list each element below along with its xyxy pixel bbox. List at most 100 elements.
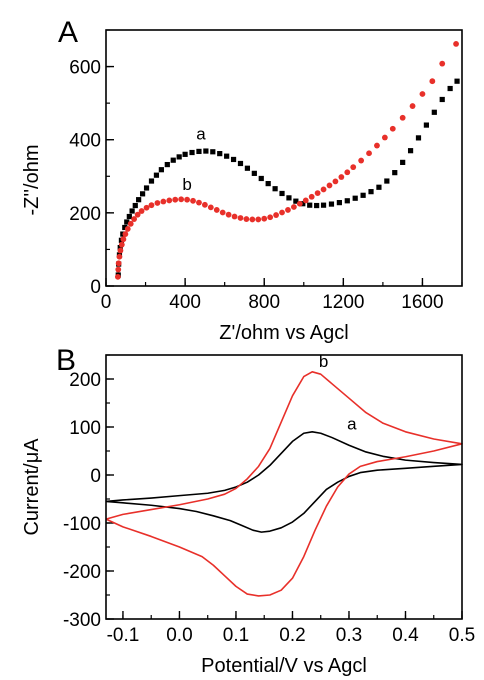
series-a-point [210, 149, 216, 155]
panel-a-ticks: 0 400 800 1200 1600 0 200 400 600 [69, 29, 463, 313]
series-b-point [134, 211, 141, 218]
panel-a-series: ab [114, 40, 460, 280]
series-b-point [419, 91, 426, 97]
series-a-point [196, 148, 202, 155]
series-b-point [255, 216, 262, 223]
series-b-point [207, 204, 214, 211]
y-tick-label: 0 [90, 466, 101, 487]
series-b-point [237, 215, 244, 221]
series-a-point [244, 165, 251, 171]
series-b-point [290, 204, 297, 210]
series-a-point [360, 192, 366, 198]
series-b-point [114, 273, 121, 280]
series-a-point [279, 190, 285, 197]
panel-b-ylabel: Current/μA [21, 438, 43, 536]
x-tick-label: 0.2 [279, 625, 305, 646]
x-tick-label: -0.1 [107, 625, 140, 646]
series-b-line [105, 371, 463, 597]
series-b-point [302, 197, 309, 204]
x-tick-label: 1200 [322, 292, 364, 313]
series-annotation-b: b [319, 352, 328, 371]
series-annotation-b: b [182, 175, 191, 194]
series-b-point [172, 196, 179, 203]
panel-b-xlabel: Potential/V vs Agcl [201, 655, 367, 677]
series-b-point [122, 231, 129, 237]
series-a-point [224, 153, 230, 159]
series-a-point [320, 202, 327, 208]
x-tick-label: 0 [101, 292, 112, 313]
series-b-point [131, 216, 137, 222]
series-a-point [148, 178, 155, 184]
series-a-point [368, 189, 374, 195]
y-tick-label: 400 [69, 131, 101, 152]
series-a-point [122, 224, 128, 231]
x-tick-label: 1600 [401, 292, 443, 313]
series-a-point [352, 195, 358, 201]
series-a-point [203, 148, 209, 154]
series-a-point [258, 175, 264, 182]
panel-b-frame [105, 354, 463, 620]
series-a-point [272, 186, 278, 192]
series-b-point [261, 215, 268, 222]
series-b-point [138, 208, 145, 214]
series-a-point [230, 156, 237, 163]
series-a-point [124, 219, 130, 225]
series-b-point [314, 190, 321, 197]
series-a-point [182, 151, 188, 157]
y-tick-label: -100 [63, 514, 101, 535]
series-annotation-a: a [347, 414, 357, 433]
series-b-point [148, 202, 155, 209]
series-a-point [423, 122, 429, 128]
series-a-point [143, 185, 150, 191]
series-b-point [178, 196, 185, 203]
series-a-point [237, 160, 244, 167]
series-a-point [431, 109, 437, 115]
series-a-point [344, 198, 350, 204]
y-tick-label: 200 [69, 204, 101, 225]
series-a-point [265, 181, 271, 187]
series-a-point [400, 159, 406, 165]
series-a-point [126, 213, 132, 220]
y-tick-label: 600 [69, 58, 101, 79]
series-b-point [439, 60, 446, 67]
panel-a-xlabel: Z'/ohm vs Agcl [219, 322, 348, 344]
series-b-point [285, 207, 291, 213]
series-b-point [374, 142, 380, 149]
series-b-point [399, 114, 406, 121]
series-a-point [158, 167, 164, 173]
x-tick-label: 400 [169, 292, 201, 313]
series-b-point [120, 236, 127, 243]
series-b-point [366, 150, 372, 157]
x-tick-label: 0.1 [223, 625, 249, 646]
y-tick-label: 0 [90, 277, 101, 298]
series-b-point [249, 216, 256, 223]
series-b-point [219, 209, 226, 216]
series-a-point [300, 201, 306, 207]
series-b-point [267, 214, 274, 221]
series-a-point [314, 202, 320, 209]
series-a-point [251, 170, 257, 176]
x-tick-label: 800 [248, 292, 280, 313]
series-b-point [344, 169, 351, 176]
series-a-point [129, 208, 135, 214]
series-a-point [336, 200, 342, 206]
series-b-point [273, 212, 279, 218]
series-a-point [217, 151, 223, 157]
series-b-point [115, 260, 122, 267]
series-b-point [243, 216, 250, 222]
series-annotation-a: a [196, 125, 206, 144]
series-a-point [153, 172, 160, 178]
series-b-point [160, 198, 167, 205]
series-b-point [326, 182, 333, 189]
series-b-point [143, 204, 150, 211]
panel-a-ylabel: -Z''/ohm [21, 145, 43, 216]
series-a-point [164, 161, 170, 168]
series-b-point [184, 196, 190, 203]
series-b-point [320, 186, 327, 193]
series-b-point [166, 197, 173, 204]
series-a-point [132, 202, 138, 209]
series-b-point [308, 193, 315, 200]
series-b-point [358, 157, 365, 164]
series-b-point [196, 199, 202, 206]
